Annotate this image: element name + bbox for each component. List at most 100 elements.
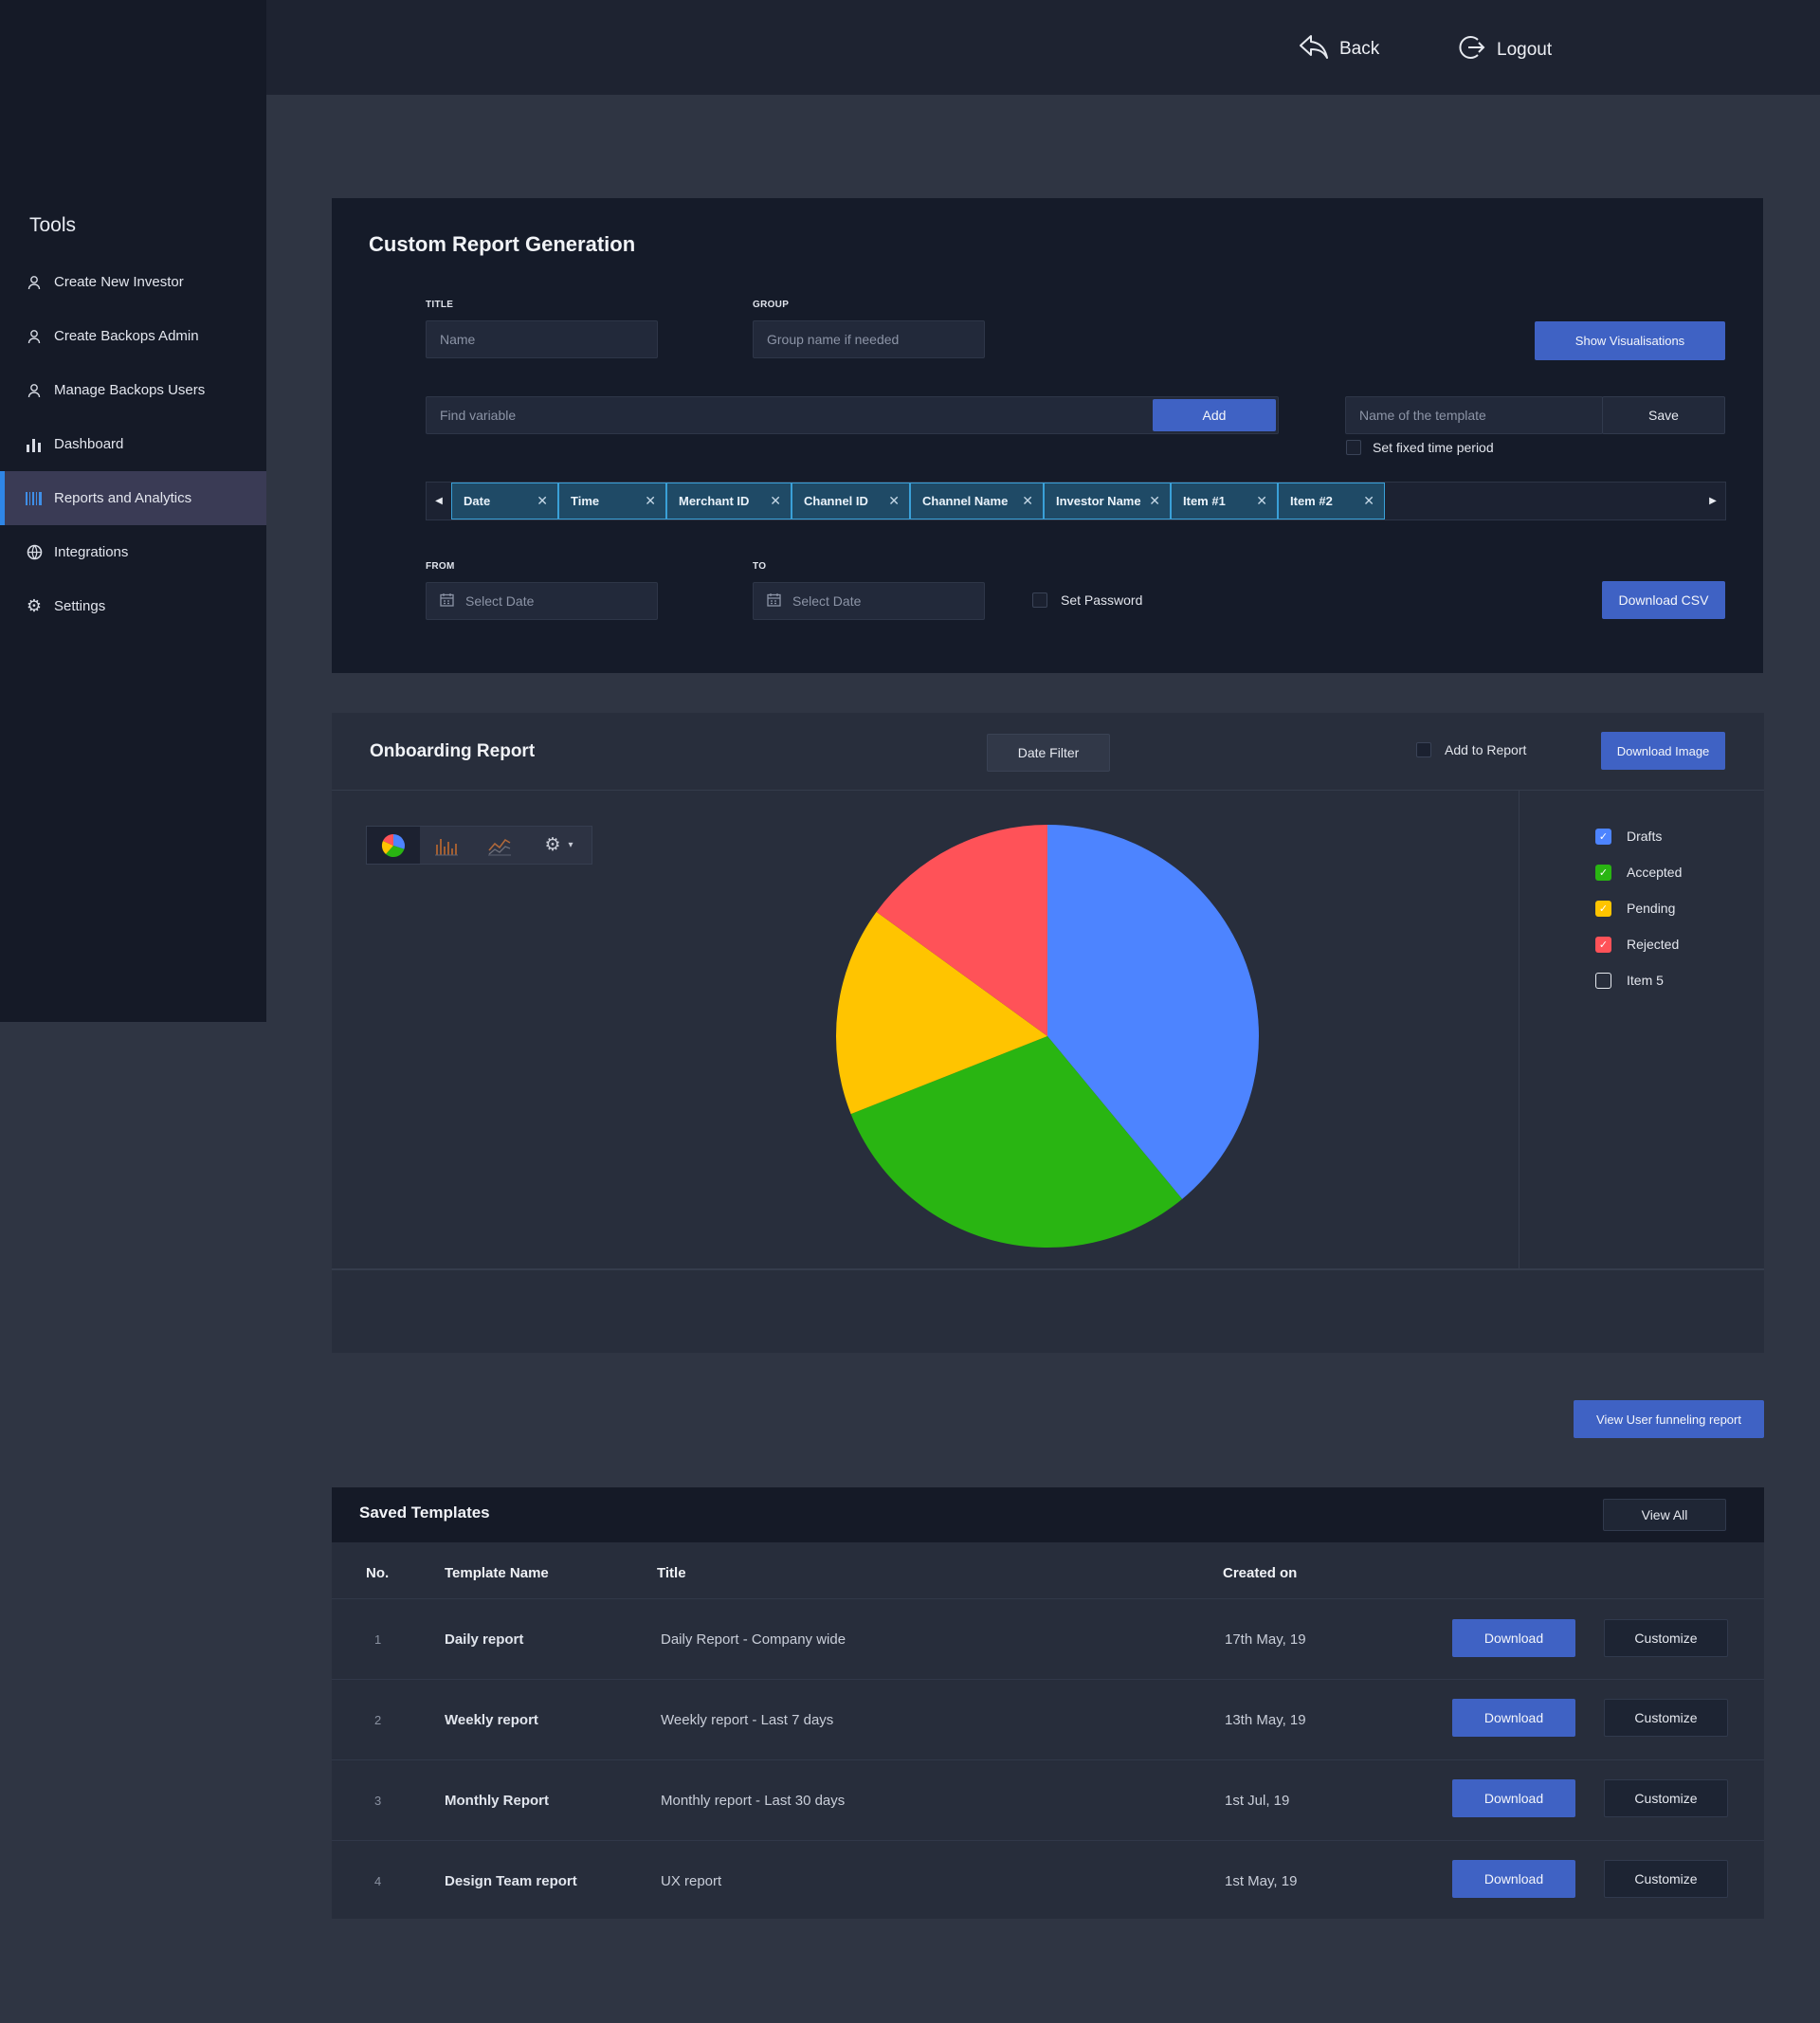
to-date-input[interactable]: Select Date: [753, 582, 985, 620]
view-user-funneling-report-button[interactable]: View User funneling report: [1574, 1400, 1764, 1438]
legend-checkbox-accepted[interactable]: ✓: [1595, 864, 1611, 881]
legend-item-item-5[interactable]: Item 5: [1595, 962, 1682, 998]
pie-chart-icon[interactable]: [367, 827, 420, 864]
user-icon: [26, 274, 43, 291]
row-created-on: 1st May, 19: [1225, 1873, 1298, 1889]
chip-date[interactable]: Date ✕: [451, 483, 558, 519]
date-filter-button[interactable]: Date Filter: [987, 734, 1110, 772]
find-variable-input[interactable]: Find variable: [426, 396, 1279, 434]
add-to-report-label: Add to Report: [1445, 742, 1527, 757]
fixed-period-checkbox[interactable]: [1346, 440, 1361, 455]
customize-button[interactable]: Customize: [1604, 1860, 1728, 1898]
download-button[interactable]: Download: [1452, 1619, 1575, 1657]
chip-investor-name[interactable]: Investor Name ✕: [1044, 483, 1171, 519]
fixed-period-option[interactable]: Set fixed time period: [1346, 440, 1494, 455]
table-row: 4 Design Team report UX report 1st May, …: [332, 1840, 1764, 1921]
pie-slice-drafts[interactable]: [1047, 825, 1259, 1199]
group-input[interactable]: Group name if needed: [753, 320, 985, 358]
line-chart-icon[interactable]: [473, 827, 526, 864]
sidebar-item-reports-and-analytics[interactable]: Reports and Analytics: [0, 471, 266, 525]
gear-icon: ⚙: [544, 835, 561, 855]
chip-scroll-right-icon[interactable]: ▶: [1709, 496, 1717, 506]
chip-merchant-id[interactable]: Merchant ID ✕: [666, 483, 792, 519]
col-header-no: No.: [366, 1565, 390, 1581]
legend-checkbox-pending[interactable]: ✓: [1595, 900, 1611, 917]
set-password-option[interactable]: Set Password: [1032, 592, 1142, 608]
chip-remove-icon[interactable]: ✕: [537, 493, 548, 508]
chart-type-toolbar: ⚙ ▾: [366, 826, 592, 865]
legend-item-pending[interactable]: ✓ Pending: [1595, 890, 1682, 926]
pie-slice-rejected[interactable]: [876, 825, 1047, 1036]
template-name-placeholder: Name of the template: [1359, 408, 1486, 423]
chip-remove-icon[interactable]: ✕: [645, 493, 656, 508]
sidebar-item-label: Create New Investor: [54, 274, 184, 290]
sidebar-item-manage-backops-users[interactable]: Manage Backops Users: [0, 363, 266, 417]
download-button[interactable]: Download: [1452, 1779, 1575, 1817]
download-button[interactable]: Download: [1452, 1860, 1575, 1898]
show-visualisations-button[interactable]: Show Visualisations: [1535, 321, 1725, 360]
view-all-button[interactable]: View All: [1603, 1499, 1726, 1531]
add-to-report-checkbox[interactable]: [1416, 742, 1431, 757]
set-password-checkbox[interactable]: [1032, 592, 1047, 608]
legend-item-drafts[interactable]: ✓ Drafts: [1595, 818, 1682, 854]
back-button[interactable]: Back: [1298, 32, 1379, 66]
pie-slice-accepted[interactable]: [850, 1036, 1183, 1248]
calendar-icon: [767, 592, 781, 610]
chart-legend: ✓ Drafts ✓ Accepted ✓ Pending ✓ Rejected…: [1595, 818, 1682, 998]
sidebar-item-dashboard[interactable]: Dashboard: [0, 417, 266, 471]
onboarding-title: Onboarding Report: [370, 741, 536, 761]
title-input-placeholder: Name: [440, 332, 476, 347]
logout-icon: [1457, 32, 1487, 68]
chip-remove-icon[interactable]: ✕: [1256, 493, 1267, 508]
legend-checkbox-drafts[interactable]: ✓: [1595, 828, 1611, 845]
chip-remove-icon[interactable]: ✕: [1149, 493, 1160, 508]
sidebar-item-integrations[interactable]: Integrations: [0, 525, 266, 579]
legend-item-accepted[interactable]: ✓ Accepted: [1595, 854, 1682, 890]
onboarding-pie-chart: [836, 825, 1259, 1248]
chip-remove-icon[interactable]: ✕: [888, 493, 900, 508]
pie-slice-pending[interactable]: [836, 911, 1047, 1115]
bar-chart-icon[interactable]: [420, 827, 473, 864]
download-button[interactable]: Download: [1452, 1699, 1575, 1737]
customize-button[interactable]: Customize: [1604, 1699, 1728, 1737]
chevron-down-icon: ▾: [568, 840, 573, 850]
legend-checkbox-item-5[interactable]: [1595, 972, 1611, 989]
chart-settings-dropdown[interactable]: ⚙ ▾: [526, 827, 592, 864]
chart-footer-divider: [332, 1268, 1764, 1270]
logout-button[interactable]: Logout: [1457, 32, 1552, 68]
add-variable-button[interactable]: Add: [1153, 399, 1276, 431]
download-csv-button[interactable]: Download CSV: [1602, 581, 1725, 619]
download-image-button[interactable]: Download Image: [1601, 732, 1725, 770]
chip-remove-icon[interactable]: ✕: [1022, 493, 1033, 508]
sidebar-item-settings[interactable]: ⚙ Settings: [0, 579, 266, 633]
row-number: 4: [374, 1874, 382, 1888]
chip-remove-icon[interactable]: ✕: [770, 493, 781, 508]
customize-button[interactable]: Customize: [1604, 1619, 1728, 1657]
chip-time[interactable]: Time ✕: [558, 483, 666, 519]
template-name-input[interactable]: Name of the template: [1345, 396, 1603, 434]
sidebar-item-create-new-investor[interactable]: Create New Investor: [0, 255, 266, 309]
chip-scroll-left-icon[interactable]: ◀: [435, 496, 443, 506]
legend-checkbox-rejected[interactable]: ✓: [1595, 936, 1611, 953]
table-row: 2 Weekly report Weekly report - Last 7 d…: [332, 1679, 1764, 1759]
set-password-label: Set Password: [1061, 592, 1143, 608]
from-date-input[interactable]: Select Date: [426, 582, 658, 620]
chip-bar-spacer: [1385, 483, 1701, 519]
sidebar-item-label: Integrations: [54, 544, 129, 560]
chip-channel-name[interactable]: Channel Name ✕: [910, 483, 1044, 519]
chip-item-2[interactable]: Item #2 ✕: [1278, 483, 1385, 519]
legend-item-rejected[interactable]: ✓ Rejected: [1595, 926, 1682, 962]
chip-item-1[interactable]: Item #1 ✕: [1171, 483, 1278, 519]
title-input[interactable]: Name: [426, 320, 658, 358]
chip-channel-id[interactable]: Channel ID ✕: [792, 483, 910, 519]
barcode-icon: [26, 490, 43, 507]
customize-button[interactable]: Customize: [1604, 1779, 1728, 1817]
chip-label: Time: [571, 494, 600, 508]
chip-remove-icon[interactable]: ✕: [1363, 493, 1374, 508]
save-template-button[interactable]: Save: [1602, 396, 1725, 434]
sidebar-item-create-backops-admin[interactable]: Create Backops Admin: [0, 309, 266, 363]
legend-label: Accepted: [1627, 865, 1683, 880]
add-to-report-option[interactable]: Add to Report: [1416, 742, 1526, 757]
sidebar-item-label: Manage Backops Users: [54, 382, 206, 398]
topbar: Back Logout: [266, 0, 1820, 95]
